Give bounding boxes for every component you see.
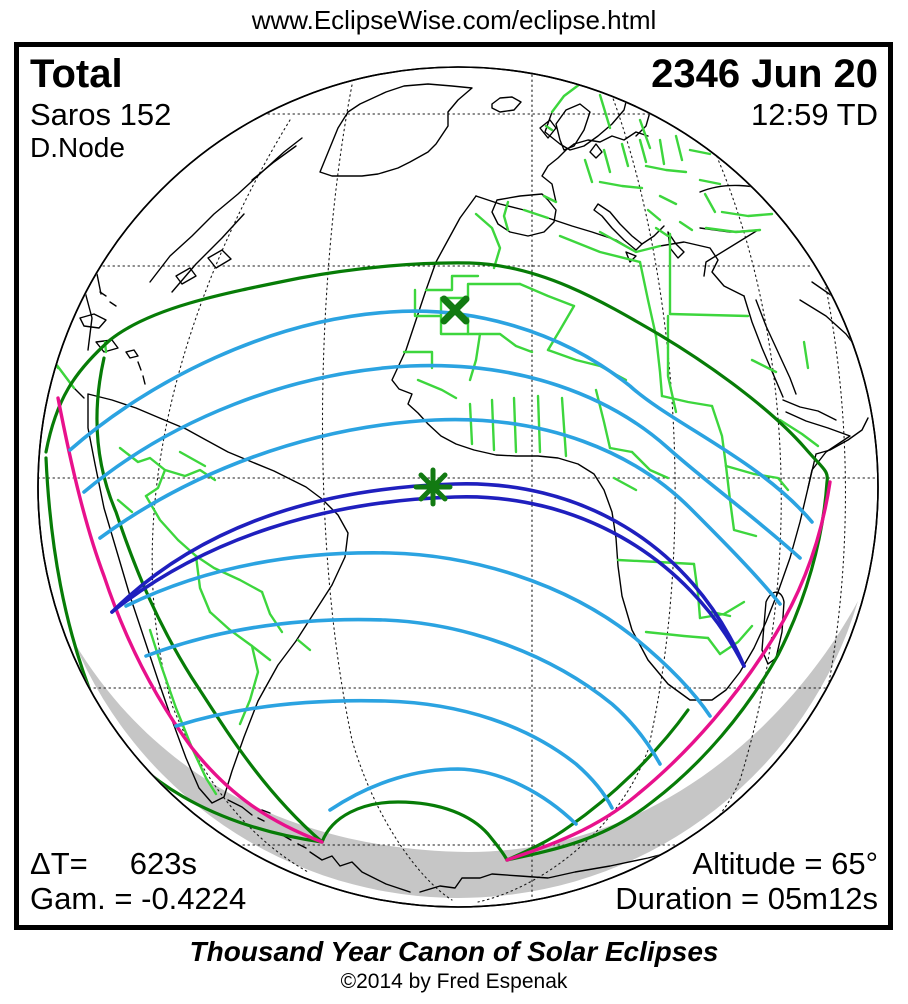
- penumbral-limit-north-east: [44, 261, 829, 862]
- magnitude-contour-2: [82, 363, 802, 560]
- eclipse-curves: [44, 261, 832, 862]
- eclipse-time: 12:59 TD: [751, 97, 878, 133]
- magnitude-contour-4: [124, 551, 712, 718]
- delta-t-gamma-block: ΔT= 623s Gam. = -0.4224: [30, 846, 246, 916]
- rise-set-curve-west: [56, 396, 324, 844]
- altitude-duration-block: Altitude = 65° Duration = 05m12s: [615, 846, 878, 916]
- coastlines: [47, 77, 869, 893]
- site-url: www.EclipseWise.com/eclipse.html: [251, 5, 657, 35]
- delta-t-label: ΔT=: [30, 846, 88, 881]
- delta-t-value: 623s: [129, 846, 197, 881]
- footer-caption: Thousand Year Canon of Solar Eclipses ©2…: [0, 936, 908, 994]
- series-title: Thousand Year Canon of Solar Eclipses: [189, 936, 719, 967]
- rise-set-curve-east: [505, 480, 832, 862]
- map-frame: [14, 42, 893, 930]
- globe-limb: [37, 66, 879, 908]
- eclipse-type-block: Total Saros 152 D.Node: [30, 52, 171, 164]
- delta-t-line: ΔT= 623s: [30, 846, 246, 881]
- sub-solar-marker: [440, 295, 470, 325]
- penumbral-limit-east-inner: [505, 708, 690, 862]
- saros-number: Saros 152: [30, 97, 172, 133]
- magnitude-contour-6: [174, 698, 614, 810]
- magnitude-contour-5: [144, 617, 662, 766]
- magnitude-contour-3: [98, 417, 782, 606]
- duration-line: Duration = 05m12s: [615, 881, 878, 917]
- altitude-line: Altitude = 65°: [692, 846, 878, 881]
- country-borders: [48, 76, 820, 796]
- eclipse-type: Total: [30, 52, 123, 96]
- penumbral-limit-bottom-arch: [320, 800, 509, 862]
- greatest-eclipse-marker: [413, 467, 453, 507]
- eclipse-date-block: 2346 Jun 20 12:59 TD: [651, 52, 878, 132]
- umbral-path-north-limit: [110, 482, 746, 668]
- penumbral-limit-west-inner: [95, 356, 324, 844]
- night-shadow: [74, 601, 858, 898]
- umbral-path-south-limit: [110, 495, 746, 668]
- copyright: ©2014 by Fred Espenak: [340, 970, 568, 993]
- magnitude-contour-7: [328, 767, 578, 826]
- magnitude-contour-1: [68, 309, 814, 524]
- eclipse-date: 2346 Jun 20: [651, 52, 878, 96]
- node-type: D.Node: [30, 132, 125, 164]
- gamma-line: Gam. = -0.4224: [30, 881, 247, 917]
